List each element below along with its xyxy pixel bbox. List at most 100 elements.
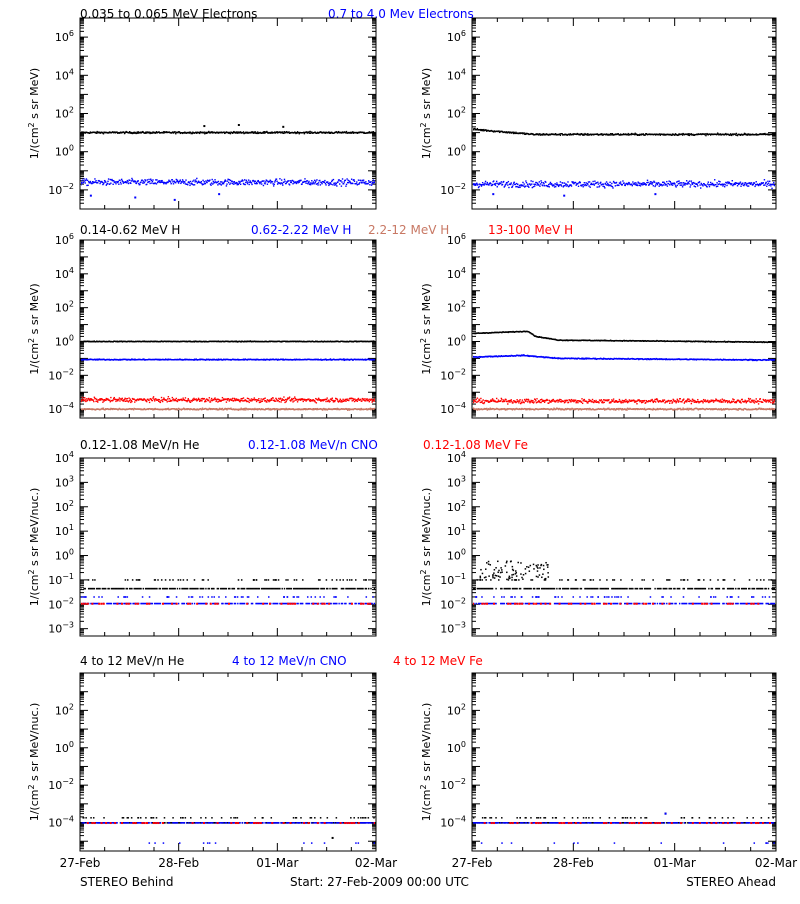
data-point [184, 181, 185, 182]
data-point [187, 184, 188, 185]
data-point [371, 401, 372, 402]
data-point [178, 182, 179, 183]
data-point [599, 185, 600, 186]
y-axis-label: 1/(cm2 s sr MeV) [27, 68, 41, 159]
data-point [507, 184, 508, 185]
y-tick-label: 10−2 [48, 182, 74, 197]
data-point [228, 182, 229, 183]
data-point [740, 186, 741, 187]
data-point [540, 180, 541, 181]
data-point [342, 399, 343, 400]
data-point [504, 185, 505, 186]
data-point [751, 182, 752, 183]
data-point [282, 131, 283, 132]
data-point [85, 182, 86, 183]
data-point [492, 184, 493, 185]
data-point [272, 397, 273, 398]
data-point [607, 183, 608, 184]
data-point [308, 182, 309, 183]
series-points [80, 407, 377, 410]
data-point [490, 183, 491, 184]
data-point [149, 402, 150, 403]
data-point [201, 400, 202, 401]
data-point [474, 183, 475, 184]
data-point [177, 180, 178, 181]
data-point [363, 398, 364, 399]
data-point [90, 181, 91, 182]
data-point [103, 408, 104, 409]
data-point [369, 401, 370, 402]
data-point [768, 183, 769, 184]
data-point [275, 400, 276, 401]
data-point [83, 399, 84, 400]
data-point [754, 183, 755, 184]
data-point [248, 402, 249, 403]
data-point [603, 183, 604, 184]
data-point [94, 178, 95, 179]
data-point [369, 184, 370, 185]
data-point [732, 180, 733, 181]
data-point [289, 184, 290, 185]
y-tick-label: 102 [447, 106, 466, 121]
data-point [342, 178, 343, 179]
data-point [102, 182, 103, 183]
data-point [349, 181, 350, 182]
data-point [161, 180, 162, 181]
data-point [215, 401, 216, 402]
y-axis-label: 1/(cm2 s sr MeV) [27, 283, 41, 374]
data-point [590, 187, 591, 188]
data-point [737, 185, 738, 186]
data-point [361, 400, 362, 401]
data-point [128, 183, 129, 184]
data-point [324, 180, 325, 181]
data-point [189, 182, 190, 183]
plot-frame [472, 240, 776, 418]
data-point [152, 400, 153, 401]
data-point [308, 398, 309, 399]
data-point [279, 401, 280, 402]
legend-entry: 0.62-2.22 MeV H [251, 223, 351, 237]
data-point [335, 184, 336, 185]
data-point [615, 185, 616, 186]
data-point [528, 187, 529, 188]
data-point [346, 178, 347, 179]
data-point [99, 183, 100, 184]
data-point [127, 398, 128, 399]
data-point-outlier [492, 193, 494, 195]
data-point [139, 184, 140, 185]
data-point [135, 181, 136, 182]
legend-entry: 0.14-0.62 MeV H [80, 223, 180, 237]
plot-frame [80, 240, 376, 418]
data-point-outlier [282, 126, 284, 128]
data-point [218, 181, 219, 182]
data-point [629, 182, 630, 183]
data-point [243, 397, 244, 398]
data-point [550, 182, 551, 183]
legend-entry: 4 to 12 MeV Fe [393, 654, 483, 668]
data-point [514, 182, 515, 183]
data-point [154, 400, 155, 401]
data-point [223, 183, 224, 184]
data-point [248, 179, 249, 180]
data-point [502, 184, 503, 185]
data-point [584, 182, 585, 183]
data-point [119, 400, 120, 401]
data-point [319, 180, 320, 181]
data-point [564, 185, 565, 186]
data-point [251, 182, 252, 183]
data-point [261, 183, 262, 184]
data-point [96, 399, 97, 400]
data-point [175, 182, 176, 183]
data-point [145, 180, 146, 181]
data-point [370, 181, 371, 182]
data-point-outlier [174, 199, 176, 201]
data-point [714, 179, 715, 180]
data-point [146, 184, 147, 185]
data-point [525, 180, 526, 181]
data-point [356, 181, 357, 182]
data-point [170, 181, 171, 182]
data-point [597, 186, 598, 187]
data-point [611, 183, 612, 184]
data-point [493, 180, 494, 181]
